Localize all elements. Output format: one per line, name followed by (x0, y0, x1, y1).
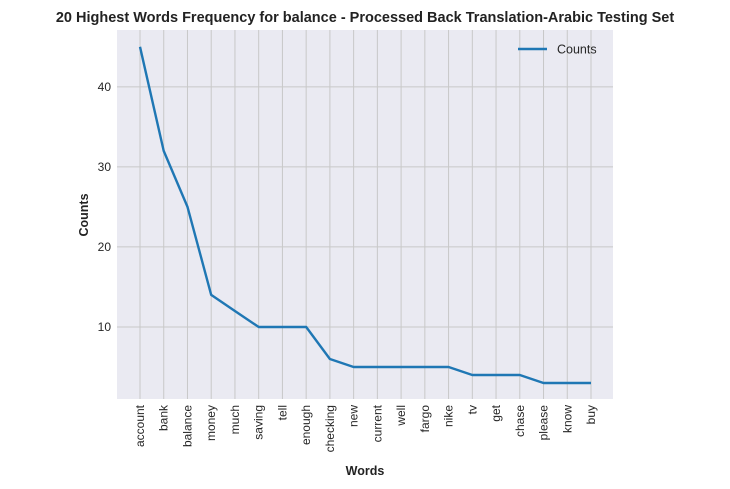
x-axis-label: Words (346, 464, 385, 478)
x-tick-label: bank (157, 404, 171, 431)
y-tick-label: 10 (98, 320, 112, 334)
x-tick-label: new (347, 405, 361, 427)
x-tick-label: account (133, 404, 147, 447)
y-tick-label: 40 (98, 80, 112, 94)
y-axis-label: Counts (77, 193, 91, 236)
x-tick-label: money (204, 405, 218, 441)
x-tick-label: much (228, 405, 242, 434)
x-axis-ticks: account bank balance money much saving tell eno… (133, 404, 598, 452)
x-tick-label: buy (584, 405, 598, 424)
x-tick-label: checking (323, 405, 337, 452)
x-tick-label: tell (275, 405, 289, 420)
y-tick-label: 30 (98, 160, 112, 174)
x-tick-label: please (537, 405, 551, 441)
x-tick-label: get (489, 404, 503, 421)
x-tick-label: saving (252, 405, 266, 440)
x-tick-label: chase (513, 405, 527, 437)
x-tick-label: current (370, 404, 384, 442)
legend-entry-counts: Counts (557, 43, 597, 57)
x-tick-label: know (560, 405, 574, 433)
x-tick-label: tv (465, 405, 479, 414)
series-line-counts (138, 46, 591, 385)
x-tick-label: nike (442, 405, 456, 427)
x-tick-label: balance (180, 405, 194, 447)
x-tick-label: enough (299, 405, 313, 445)
chart-title: 20 Highest Words Frequency for balance -… (56, 10, 674, 26)
x-tick-label: well (394, 405, 408, 427)
y-axis-ticks: 10 20 30 40 (98, 80, 112, 334)
x-tick-label: fargo (418, 405, 432, 433)
gridlines (117, 30, 613, 399)
y-tick-label: 20 (98, 240, 112, 254)
plot-area (117, 30, 613, 399)
legend: Counts (518, 43, 597, 57)
